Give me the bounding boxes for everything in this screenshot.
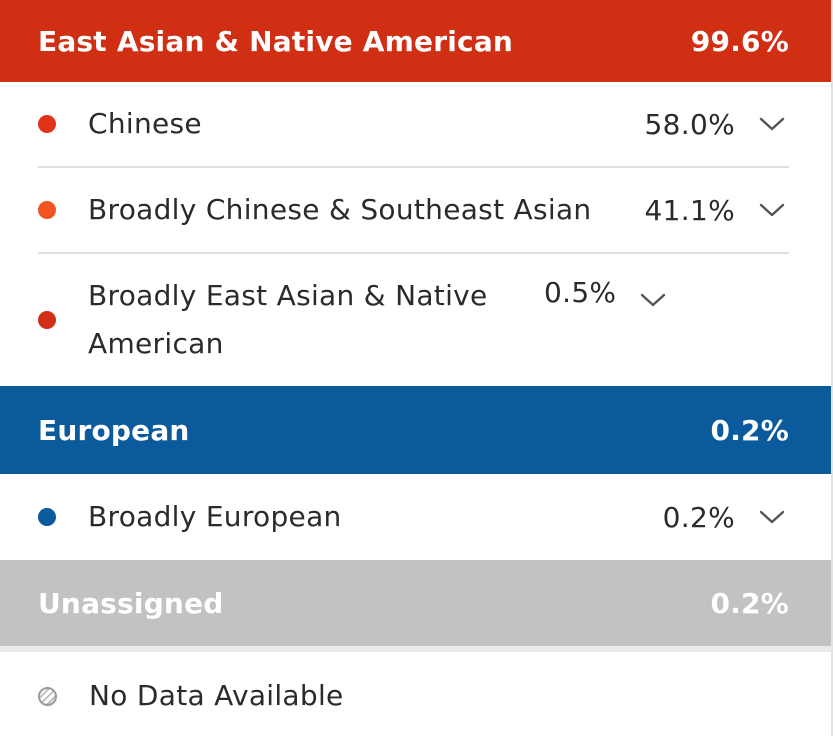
item-label: Broadly Chinese & Southeast Asian bbox=[88, 193, 592, 226]
hatched-circle-icon bbox=[38, 686, 57, 706]
group-percent: 0.2% bbox=[710, 413, 789, 447]
group-title: East Asian & Native American bbox=[38, 24, 514, 58]
item-percent: 41.1% bbox=[644, 193, 735, 227]
item-percent: 0.5% bbox=[544, 276, 617, 309]
list-item-broadly-european[interactable]: Broadly European 0.2% bbox=[38, 474, 789, 560]
chevron-down-icon[interactable] bbox=[636, 290, 670, 310]
chevron-down-icon[interactable] bbox=[755, 200, 789, 220]
color-dot-icon bbox=[38, 508, 56, 526]
section-divider bbox=[0, 646, 831, 652]
group-percent: 99.6% bbox=[690, 24, 789, 58]
item-label: Chinese bbox=[88, 107, 202, 140]
color-dot-icon bbox=[38, 201, 56, 219]
group-header-east-asian: East Asian & Native American 99.6% bbox=[0, 0, 831, 82]
list-item-no-data: No Data Available bbox=[38, 652, 789, 736]
chevron-down-icon[interactable] bbox=[755, 507, 789, 527]
item-label: Broadly European bbox=[88, 500, 342, 533]
list-item-broadly-chinese-southeast-asian[interactable]: Broadly Chinese & Southeast Asian 41.1% bbox=[38, 168, 789, 254]
group-title: European bbox=[38, 413, 190, 447]
list-item-chinese[interactable]: Chinese 58.0% bbox=[38, 82, 789, 168]
group-header-european: European 0.2% bbox=[0, 386, 831, 474]
list-item-broadly-east-asian-native-american[interactable]: Broadly East Asian & Native American 0.5… bbox=[38, 254, 789, 386]
group-percent: 0.2% bbox=[710, 586, 789, 620]
item-percent: 0.2% bbox=[662, 500, 735, 534]
group-title: Unassigned bbox=[38, 586, 224, 620]
group-header-unassigned: Unassigned 0.2% bbox=[0, 560, 831, 646]
item-label: Broadly East Asian & Native American bbox=[88, 279, 488, 360]
color-dot-icon bbox=[38, 115, 56, 133]
chevron-down-icon[interactable] bbox=[755, 114, 789, 134]
color-dot-icon bbox=[38, 311, 56, 329]
item-label: No Data Available bbox=[89, 679, 344, 712]
item-percent: 58.0% bbox=[644, 107, 735, 141]
